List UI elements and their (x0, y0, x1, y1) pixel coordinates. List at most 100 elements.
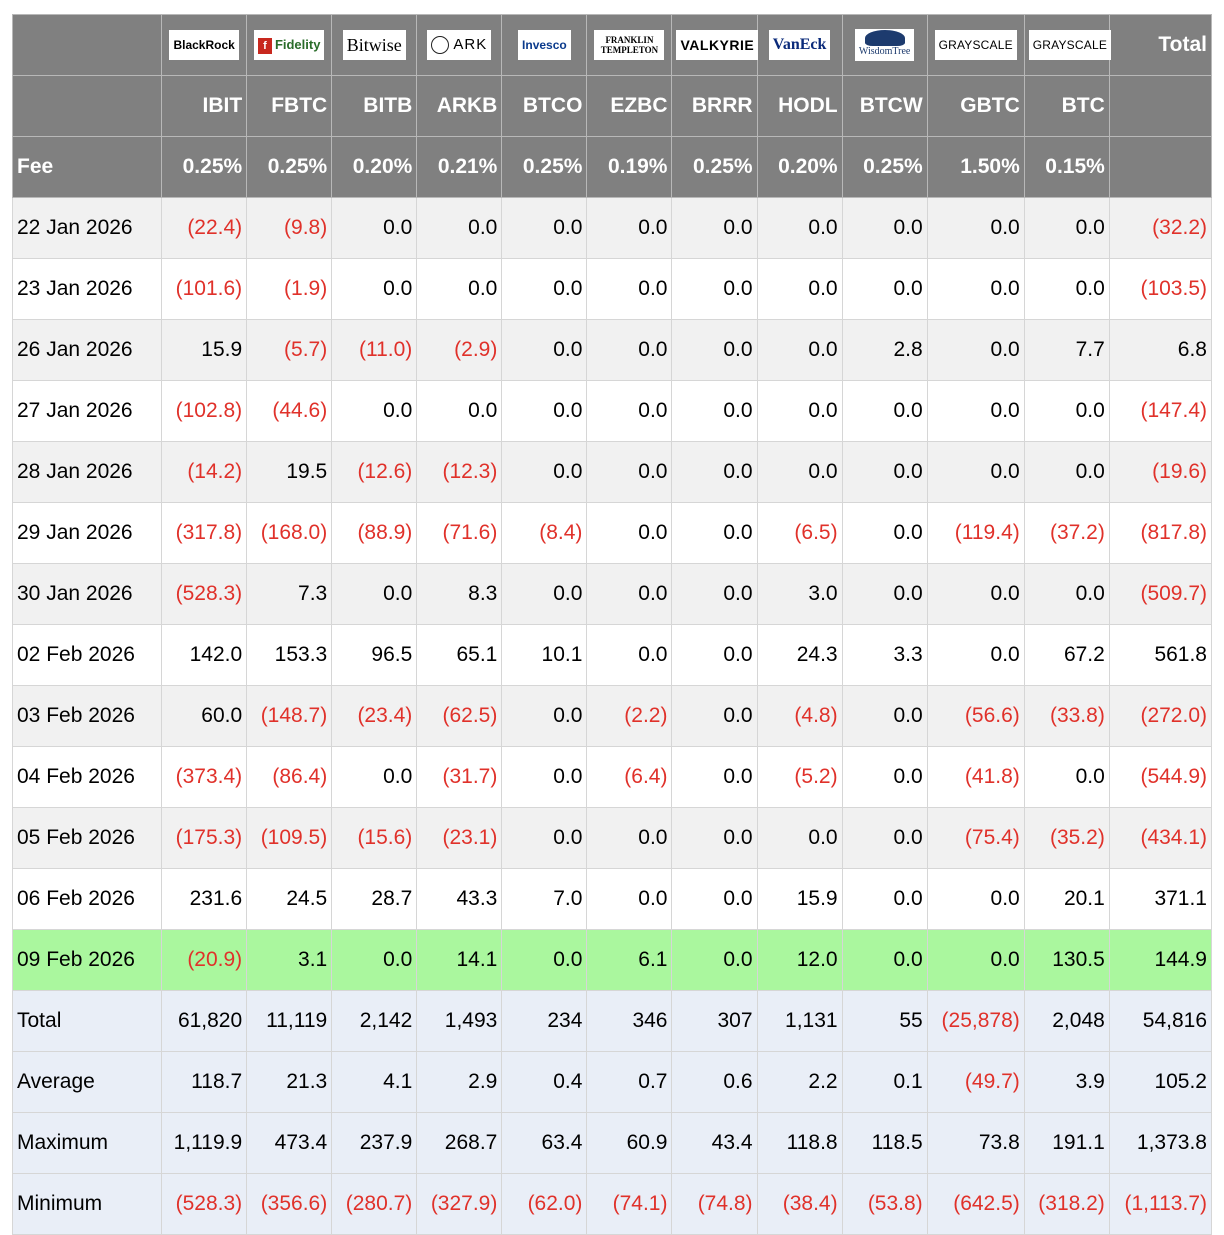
flow-value-cell: 0.0 (926, 380, 1025, 442)
flow-value-cell: 2,142 (331, 990, 418, 1052)
date-cell: 02 Feb 2026 (11, 624, 163, 686)
fee-cell: 0.25% (161, 136, 248, 198)
row-total-cell: (544.9) (1108, 746, 1213, 808)
flow-value-cell: 0.0 (841, 685, 928, 747)
flow-value-cell: 2.2 (756, 1051, 843, 1113)
flow-value-cell: 15.9 (756, 868, 843, 930)
ticker-header: GBTC (926, 75, 1025, 137)
fee-row: Fee 0.25% 0.25% 0.20% 0.21% 0.25% 0.19% … (11, 136, 1213, 198)
row-total-cell: (817.8) (1108, 502, 1213, 564)
flow-value-cell: 0.0 (926, 624, 1025, 686)
date-cell: 06 Feb 2026 (11, 868, 163, 930)
issuer-logo-cell: ARK (416, 14, 503, 76)
issuer-logo-cell: WisdomTree (841, 14, 928, 76)
flow-value-cell: 19.5 (246, 441, 333, 503)
flow-value-cell: 0.0 (926, 319, 1025, 381)
flow-value-cell: 60.9 (586, 1112, 673, 1174)
issuer-logo-cell: VALKYRIE (671, 14, 759, 76)
fee-row-label: Fee (11, 136, 163, 198)
flow-value-cell: 3.9 (1023, 1051, 1110, 1113)
summary-row: Total 61,820 11,119 2,142 1,493 234 346 307 1,13… (11, 990, 1213, 1052)
fidelity-logo-text: Fidelity (274, 37, 321, 52)
row-total-cell: (434.1) (1108, 807, 1213, 869)
ticker-header: EZBC (586, 75, 673, 137)
flow-value-cell: 0.0 (671, 746, 758, 808)
row-total-cell: (19.6) (1108, 441, 1213, 503)
flow-row: 03 Feb 2026 60.0 (148.7) (23.4) (62.5) 0.0 (2.… (11, 685, 1213, 747)
row-total-cell: 371.1 (1108, 868, 1213, 930)
row-total-cell: 144.9 (1108, 929, 1213, 991)
flow-value-cell: (20.9) (161, 929, 248, 991)
flow-value-cell: 118.8 (756, 1112, 843, 1174)
flow-value-cell: (41.8) (926, 746, 1025, 808)
fee-row-total-blank (1108, 136, 1213, 198)
flow-row: 22 Jan 2026 (22.4) (9.8) 0.0 0.0 0.0 0.0 0.0 0.0… (11, 197, 1213, 259)
flow-value-cell: (4.8) (756, 685, 843, 747)
flow-value-cell: 0.0 (1023, 258, 1110, 320)
ticker-header: ARKB (416, 75, 503, 137)
flow-value-cell: 0.0 (671, 441, 758, 503)
flow-value-cell: 43.3 (416, 868, 503, 930)
flow-value-cell: 4.1 (331, 1051, 418, 1113)
flow-value-cell: (49.7) (926, 1051, 1025, 1113)
flow-value-cell: 346 (586, 990, 673, 1052)
flow-value-cell: (22.4) (161, 197, 248, 259)
flow-value-cell: (102.8) (161, 380, 248, 442)
flow-value-cell: 0.0 (416, 258, 503, 320)
flow-value-cell: 0.0 (586, 380, 673, 442)
flow-value-cell: 0.0 (501, 685, 588, 747)
flow-value-cell: 60.0 (161, 685, 248, 747)
flow-value-cell: 0.0 (671, 929, 758, 991)
flow-value-cell: 0.0 (586, 319, 673, 381)
row-total-cell: (32.2) (1108, 197, 1213, 259)
flow-value-cell: 1,493 (416, 990, 503, 1052)
flow-row: 06 Feb 2026 231.6 24.5 28.7 43.3 7.0 0.0 0.0 15.… (11, 868, 1213, 930)
flow-value-cell: 0.0 (501, 929, 588, 991)
flow-value-cell: 307 (671, 990, 758, 1052)
fee-cell: 1.50% (926, 136, 1025, 198)
fee-cell: 0.19% (586, 136, 673, 198)
flow-row: 28 Jan 2026 (14.2) 19.5 (12.6) (12.3) 0.0 0.0 0… (11, 441, 1213, 503)
flow-row: 04 Feb 2026 (373.4) (86.4) 0.0 (31.7) 0.0 (6.4… (11, 746, 1213, 808)
flow-row: 30 Jan 2026 (528.3) 7.3 0.0 8.3 0.0 0.0 0.0 3.0 0… (11, 563, 1213, 625)
issuer-logo-cell: GRAYSCALE (1023, 14, 1112, 76)
flow-value-cell: (86.4) (246, 746, 333, 808)
flow-value-cell: 268.7 (416, 1112, 503, 1174)
flow-value-cell: 14.1 (416, 929, 503, 991)
wisdomtree-logo-icon: WisdomTree (854, 29, 915, 61)
flow-value-cell: 96.5 (331, 624, 418, 686)
flow-value-cell: (31.7) (416, 746, 503, 808)
flow-value-cell: 7.3 (246, 563, 333, 625)
flow-value-cell: 24.5 (246, 868, 333, 930)
flow-value-cell: (12.6) (331, 441, 418, 503)
date-cell: 22 Jan 2026 (11, 197, 163, 259)
flow-value-cell: 61,820 (161, 990, 248, 1052)
summary-label-cell: Total (11, 990, 163, 1052)
flow-value-cell: (37.2) (1023, 502, 1110, 564)
row-total-cell: (272.0) (1108, 685, 1213, 747)
flow-value-cell: 0.0 (841, 502, 928, 564)
ticker-header: BRRR (671, 75, 758, 137)
flow-row: 09 Feb 2026 (20.9) 3.1 0.0 14.1 0.0 6.1 0.0 12.0… (11, 929, 1213, 991)
flow-value-cell: 0.0 (926, 868, 1025, 930)
flow-value-cell: 118.5 (841, 1112, 928, 1174)
flow-value-cell: 142.0 (161, 624, 248, 686)
flow-value-cell: 0.0 (926, 197, 1025, 259)
flow-value-cell: 0.0 (501, 441, 588, 503)
bitcoin-etf-flows-table: BlackRock f Fidelity Bitwise ARK Invesco … (11, 14, 1213, 1235)
flow-value-cell: 0.6 (671, 1051, 758, 1113)
ticker-row-label (11, 75, 163, 137)
flow-value-cell: 0.0 (756, 197, 843, 259)
flow-row: 23 Jan 2026 (101.6) (1.9) 0.0 0.0 0.0 0.0 0.0 0.… (11, 258, 1213, 320)
flow-value-cell: 130.5 (1023, 929, 1110, 991)
valkyrie-logo-icon: VALKYRIE (676, 30, 759, 60)
fidelity-logo-icon: f Fidelity (253, 30, 325, 60)
date-cell: 29 Jan 2026 (11, 502, 163, 564)
flow-value-cell: 0.0 (926, 563, 1025, 625)
flow-value-cell: 0.0 (756, 807, 843, 869)
header-corner-cell (11, 14, 163, 76)
franklin-templeton-logo-icon: FRANKLIN TEMPLETON (594, 30, 665, 60)
flow-value-cell: 2.9 (416, 1051, 503, 1113)
bitwise-logo-icon: Bitwise (342, 30, 406, 60)
flow-value-cell: 191.1 (1023, 1112, 1110, 1174)
